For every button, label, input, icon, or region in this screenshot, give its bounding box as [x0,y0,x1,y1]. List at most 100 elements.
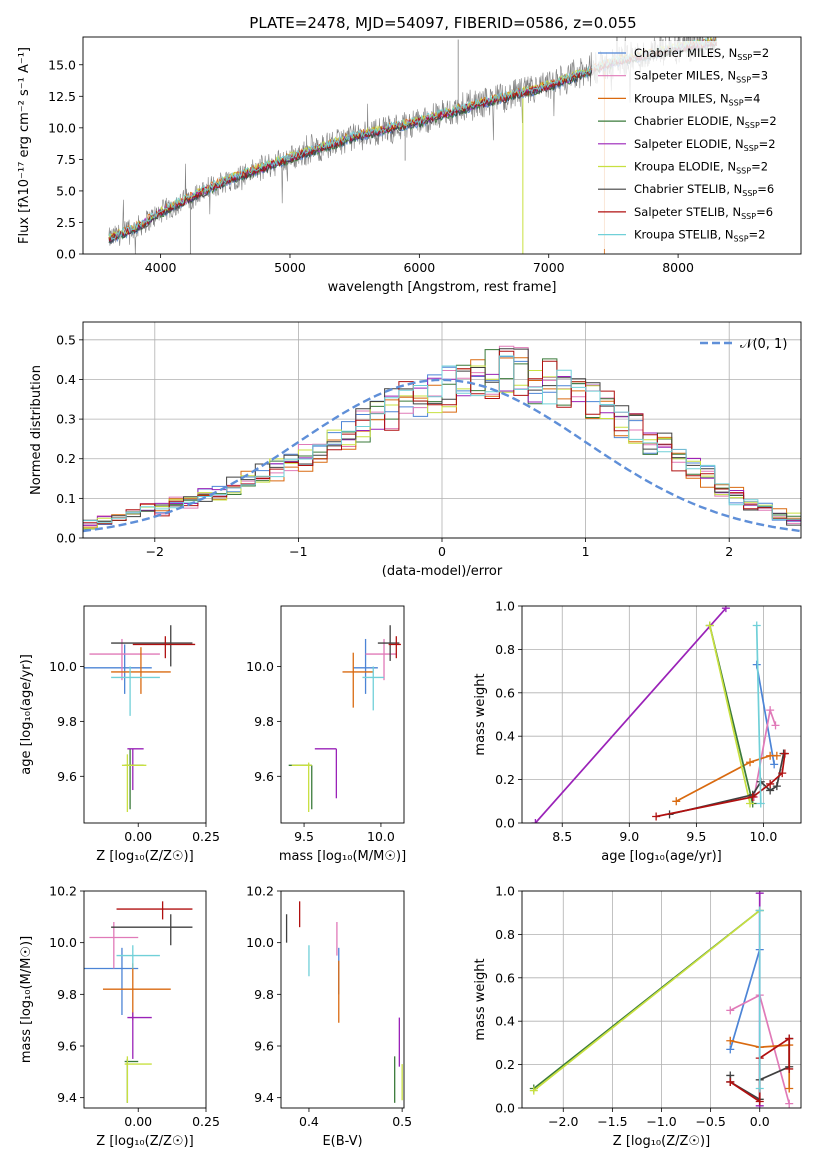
age_vs_Z-axes: 0.00 0.25 9.6 9.8 10.0 Z [log₁₀(Z/Z☉)] age [lo… [19,625,220,864]
age_vs_mass-frame [280,605,405,824]
series-point [672,797,681,806]
series-point [755,906,764,915]
series-point [726,1006,735,1015]
y-tick-label: 0.4 [495,1014,515,1029]
errorbar-kroupa-elodie [121,754,147,813]
spectrum-xlabel: wavelength [Angstrom, rest frame] [328,280,557,295]
y-tick-label: 0.0 [56,247,76,262]
series-chabrier-miles [726,945,764,1054]
x-tick-label: −2.0 [548,1114,578,1129]
y-tick-label: 7.5 [56,152,76,167]
y-tick-label: 9.8 [57,714,77,729]
series-kroupa-stelib [755,906,764,1093]
y-tick-label: 5.0 [56,183,76,198]
series-point [785,1034,794,1043]
y-tick-label: 0.0 [56,531,76,546]
residuals-frame [82,321,802,539]
legend-label: Salpeter ELODIE, NSSP=2 [634,137,776,153]
y-tick-label: 0.8 [495,927,515,942]
series-point [766,779,775,788]
x-tick-label: 10.0 [750,829,778,844]
series-point [746,799,755,808]
legend-label: Chabrier ELODIE, NSSP=2 [634,114,777,130]
x-tick-label: 9.5 [686,829,706,844]
spectrum-frame [82,36,802,255]
errorbar-salpeter-elodie [127,748,144,791]
histogram-salpeter-stelib [83,350,801,525]
series-chabrier-miles [752,660,779,769]
series-point [772,782,781,791]
spectrum-title: PLATE=2478, MJD=54097, FIBERID=0586, z=0… [249,14,636,32]
x-tick-label: −2 [146,544,164,559]
y-tick-label: 0.3 [56,412,76,427]
series-point [756,799,765,808]
x-tick-label: 4000 [145,260,177,275]
residuals-axes: −2 −1 0 1 2 0.0 0.1 0.2 0.3 0.4 0.5 (data-model)/er… [29,322,801,579]
series-line [755,664,776,765]
series-point [785,1099,794,1108]
errorbar-chabrier-miles [353,638,378,694]
series-line [534,607,727,823]
errorbar-kroupa-miles [102,963,171,1021]
mass_vs_ebv-plot [285,901,403,1103]
weight_vs_age-plot [531,606,789,823]
x-tick-label: 5000 [274,260,306,275]
errorbar-salpeter-elodie [314,748,338,799]
weight_vs_age-ylabel: mass weight [473,673,488,755]
x-tick-label: 0.25 [192,829,220,844]
mass_vs_Z-ylabel: mass [log₁₀(M/M☉)] [19,936,34,1063]
series-point [721,606,730,613]
series-salpeter-elodie [531,606,730,823]
residuals-legend: 𝒩(0, 1) [700,337,787,352]
y-tick-label: 2.5 [56,215,76,230]
legend-label: Chabrier STELIB, NSSP=6 [634,182,774,198]
mass_vs_ebv-axes: 0.4 0.5 9.4 9.6 9.8 10.0 10.2 E(B-V) [246,884,412,1150]
age_vs_Z-ylabel: age [log₁₀(age/yr)] [19,654,34,775]
errorbar-chabrier-stelib [111,625,193,667]
series-point [652,812,661,821]
y-tick-label: 0.5 [56,332,76,347]
age_vs_Z-plot [84,625,196,813]
legend-label: Kroupa MILES, NSSP=4 [634,91,760,107]
weight_vs_Z-plot [529,891,794,1108]
mass_vs_Z-xlabel: Z [log₁₀(Z/Z☉)] [96,1134,193,1149]
y-tick-label: 0.6 [495,685,515,700]
series-point [780,749,789,758]
errorbar-salpeter-miles [365,638,397,681]
series-point [726,1036,735,1045]
y-tick-label: 0.0 [495,1101,515,1116]
series-point [531,819,540,823]
errorbar-salpeter-stelib [132,636,196,659]
x-tick-label: 8.5 [552,829,572,844]
series-point [705,621,714,630]
y-tick-label: 0.1 [56,491,76,506]
series-point [755,1097,764,1106]
series-line [669,753,785,816]
y-tick-label: 15.0 [48,57,76,72]
errorbar-salpeter-stelib [116,901,193,920]
series-line [675,754,777,803]
errorbar-kroupa-miles [342,652,374,708]
errorbar-kroupa-elodie [124,1056,152,1103]
series-salpeter-stelib [652,749,789,821]
x-tick-label: 0.00 [124,1114,152,1129]
series-point [726,1045,735,1054]
age_vs_mass-axes: 9.5 10.0 9.6 9.8 10.0 mass [log₁₀(M/M☉)] [246,625,406,864]
mass_vs_Z-axes: 0.00 0.25 9.4 9.6 9.8 10.0 10.2 Z [log₁₀(Z/Z☉)]… [19,884,220,1150]
y-tick-label: 10.0 [48,120,76,135]
x-tick-label: 2 [725,544,733,559]
age_vs_mass-xlabel: mass [log₁₀(M/M☉)] [279,849,406,864]
legend-label: Chabrier MILES, NSSP=2 [634,46,769,62]
residuals-ylabel: Normed distribution [29,365,44,495]
x-tick-label: 8000 [662,260,694,275]
x-tick-label: 0.0 [750,1114,770,1129]
x-tick-label: −1.5 [597,1114,627,1129]
x-tick-label: −1 [289,544,307,559]
legend-label: Salpeter STELIB, NSSP=6 [634,205,773,221]
series-point [755,1084,764,1093]
y-tick-label: 9.4 [57,1090,77,1105]
age_vs_Z-frame [83,605,207,824]
errorbar-kroupa-stelib [362,666,385,711]
series-line [708,625,751,804]
